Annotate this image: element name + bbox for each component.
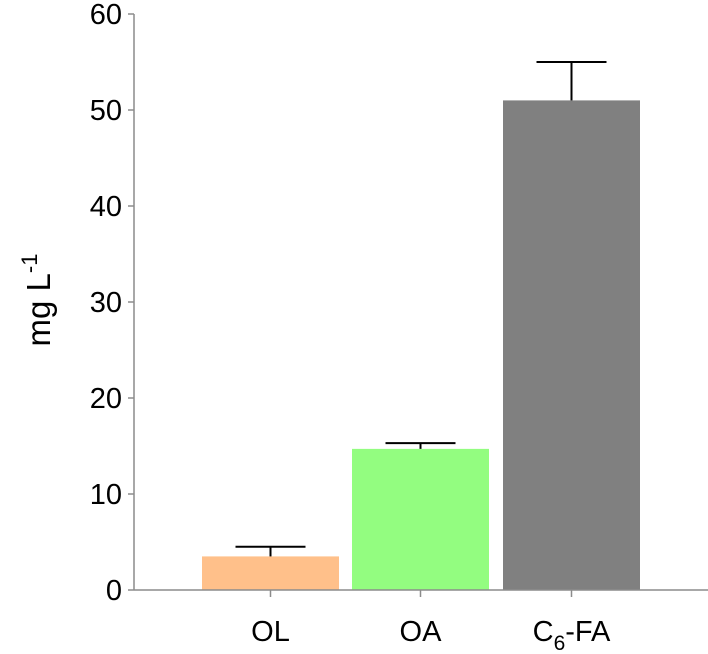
bar-c6-fa xyxy=(503,100,640,591)
y-tick-label: 40 xyxy=(90,191,122,223)
error-bars-group xyxy=(235,61,607,557)
bars-group xyxy=(202,100,640,591)
y-axis-ticks: 0 10 20 30 40 50 60 xyxy=(90,0,134,607)
bar-oa xyxy=(352,448,489,590)
x-tick-label: C6-FA xyxy=(533,616,611,654)
x-tick-label: OL xyxy=(251,616,290,648)
bar-ol xyxy=(202,556,339,590)
y-tick-label: 0 xyxy=(106,575,122,607)
x-tick-label: OA xyxy=(400,616,443,648)
y-tick-label: 60 xyxy=(90,0,122,31)
x-axis-ticks: OL OA C6-FA xyxy=(251,590,611,654)
y-tick-label: 20 xyxy=(90,383,122,415)
y-axis-title: mg L-1 xyxy=(17,254,57,347)
y-tick-label: 10 xyxy=(90,479,122,511)
y-tick-label: 50 xyxy=(90,95,122,127)
y-tick-label: 30 xyxy=(90,287,122,319)
